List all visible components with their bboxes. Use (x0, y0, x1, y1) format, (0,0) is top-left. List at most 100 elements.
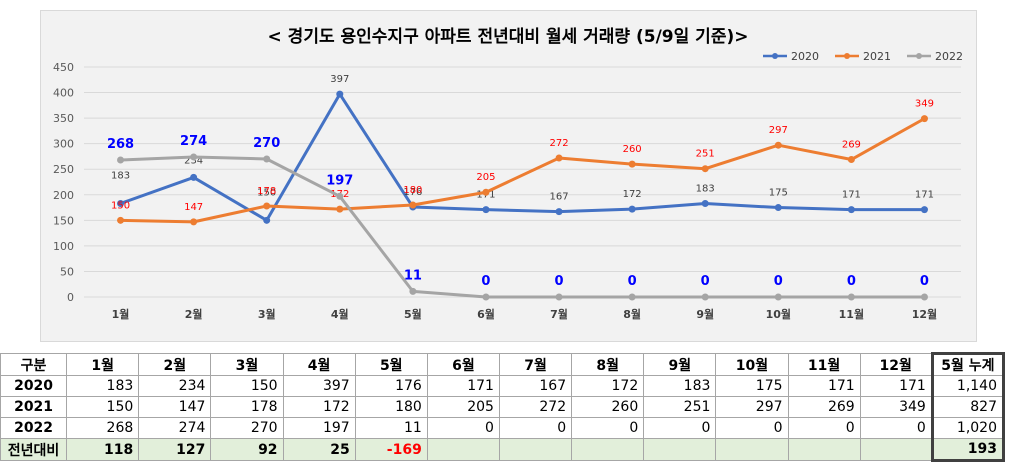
data-label-2021: 260 (623, 144, 642, 155)
data-label-2020: 234 (184, 155, 203, 166)
data-label-2021: 272 (549, 138, 568, 149)
table-header-cell: 12월 (859, 353, 933, 376)
row-header-cell: 전년대비 (0, 438, 68, 461)
table-cell (426, 438, 500, 461)
data-point-2021 (774, 141, 782, 149)
x-tick-label: 7월 (550, 307, 568, 321)
table-cell: 349 (859, 396, 933, 418)
table-cell: 270 (210, 417, 284, 439)
y-tick-label: 300 (53, 138, 74, 151)
table-cell: 0 (498, 417, 573, 439)
table-header-cell: 7월 (498, 353, 573, 376)
table-cell (859, 438, 933, 461)
data-point-2022 (409, 287, 417, 295)
table-cell: 260 (571, 396, 645, 418)
data-label-2021: 150 (111, 200, 130, 211)
table-cell: 0 (571, 417, 645, 439)
y-tick-label: 50 (60, 265, 74, 278)
table-header-cell: 5월 (354, 353, 428, 376)
table-header-cell: 8월 (571, 353, 645, 376)
data-point-2020 (263, 216, 271, 224)
table-header-cell: 9월 (643, 353, 717, 376)
data-point-2021 (409, 201, 417, 209)
data-label-2020: 175 (769, 188, 788, 199)
data-table: 구분 1월 2월 3월 4월 5월 6월 7월 8월 9월 10월 11월 12월 5월 누계 2020 1… (0, 352, 1006, 462)
table-cell: 180 (354, 396, 428, 418)
chart-panel: < 경기도 용인수지구 아파트 전년대비 월세 거래량 (5/9일 기준)> 0 5… (40, 10, 977, 342)
table-cell: 205 (426, 396, 500, 418)
table-cell (498, 438, 573, 461)
legend-label: 2021 (863, 50, 891, 63)
table-cell (643, 438, 717, 461)
data-point-2021 (482, 188, 490, 196)
table-cell: 0 (643, 417, 717, 439)
table-cell: 827 (930, 396, 1006, 418)
table-cell (787, 438, 861, 461)
table-header-cell: 구분 (0, 353, 68, 376)
table-cell: 175 (715, 375, 789, 397)
table-header-cell: 1월 (66, 353, 140, 376)
data-label-2022: 0 (628, 274, 637, 289)
table-row: 전년대비 118 127 92 25 -169 193 (0, 438, 1006, 462)
legend-marker (844, 53, 850, 59)
table-cell: 118 (66, 438, 140, 461)
table-cell: 127 (138, 438, 212, 461)
data-point-2022 (701, 293, 709, 301)
data-point-2020 (628, 205, 636, 213)
y-tick-label: 200 (53, 189, 74, 202)
table-cell: 1,020 (930, 417, 1006, 439)
data-point-2021 (336, 205, 344, 213)
data-label-2022: 11 (404, 268, 422, 283)
data-point-2021 (701, 165, 709, 173)
data-label-2021: 297 (769, 125, 788, 136)
table-cell: 92 (210, 438, 284, 461)
table-cell: 234 (138, 375, 212, 397)
data-label-2022: 0 (555, 274, 564, 289)
x-tick-label: 12월 (912, 307, 937, 321)
data-point-2020 (920, 206, 928, 214)
data-point-2022 (263, 155, 271, 163)
table-cell: 268 (66, 417, 140, 439)
table-cell: 274 (138, 417, 212, 439)
x-tick-label: 9월 (696, 307, 714, 321)
y-tick-label: 150 (53, 214, 74, 227)
x-tick-label: 6월 (477, 307, 495, 321)
table-cell: 0 (787, 417, 861, 439)
data-label-2021: 147 (184, 202, 203, 213)
table-cell: 11 (354, 417, 428, 439)
data-label-2022: 0 (920, 274, 929, 289)
y-tick-label: 0 (67, 291, 74, 304)
y-tick-label: 450 (53, 61, 74, 74)
data-label-2020: 176 (403, 187, 422, 198)
table-header-cell: 2월 (138, 353, 212, 376)
table-cell: -169 (354, 438, 428, 461)
data-label-2022: 197 (326, 173, 353, 188)
x-tick-label: 2월 (185, 307, 203, 321)
data-label-2020: 150 (257, 187, 276, 198)
table-cell: 176 (354, 375, 428, 397)
table-cell: 171 (787, 375, 861, 397)
data-label-2020: 167 (549, 192, 568, 203)
data-point-2022 (774, 293, 782, 301)
table-header-cell: 10월 (715, 353, 789, 376)
table-header-cell: 6월 (426, 353, 500, 376)
data-label-2021: 251 (696, 149, 715, 160)
table-cell: 183 (66, 375, 140, 397)
table-header-row: 구분 1월 2월 3월 4월 5월 6월 7월 8월 9월 10월 11월 12월 5월 누계 (0, 352, 1006, 376)
table-cell: 193 (930, 438, 1006, 462)
table-cell: 297 (715, 396, 789, 418)
table-header-cell: 3월 (210, 353, 284, 376)
table-cell: 397 (282, 375, 356, 397)
data-label-2021: 180 (403, 185, 422, 196)
data-point-2020 (190, 173, 198, 181)
legend-label: 2020 (791, 50, 819, 63)
series-line-2022 (120, 155, 925, 299)
table-row: 2020 183 234 150 397 176 171 167 172 183 175 171 171… (0, 375, 1006, 397)
table-cell: 171 (426, 375, 500, 397)
x-tick-label: 10월 (766, 307, 791, 321)
table-cell: 25 (282, 438, 356, 461)
table-header-cell: 4월 (282, 353, 356, 376)
table-cell: 0 (426, 417, 500, 439)
data-point-2022 (482, 293, 490, 301)
data-label-2022: 268 (107, 137, 134, 152)
